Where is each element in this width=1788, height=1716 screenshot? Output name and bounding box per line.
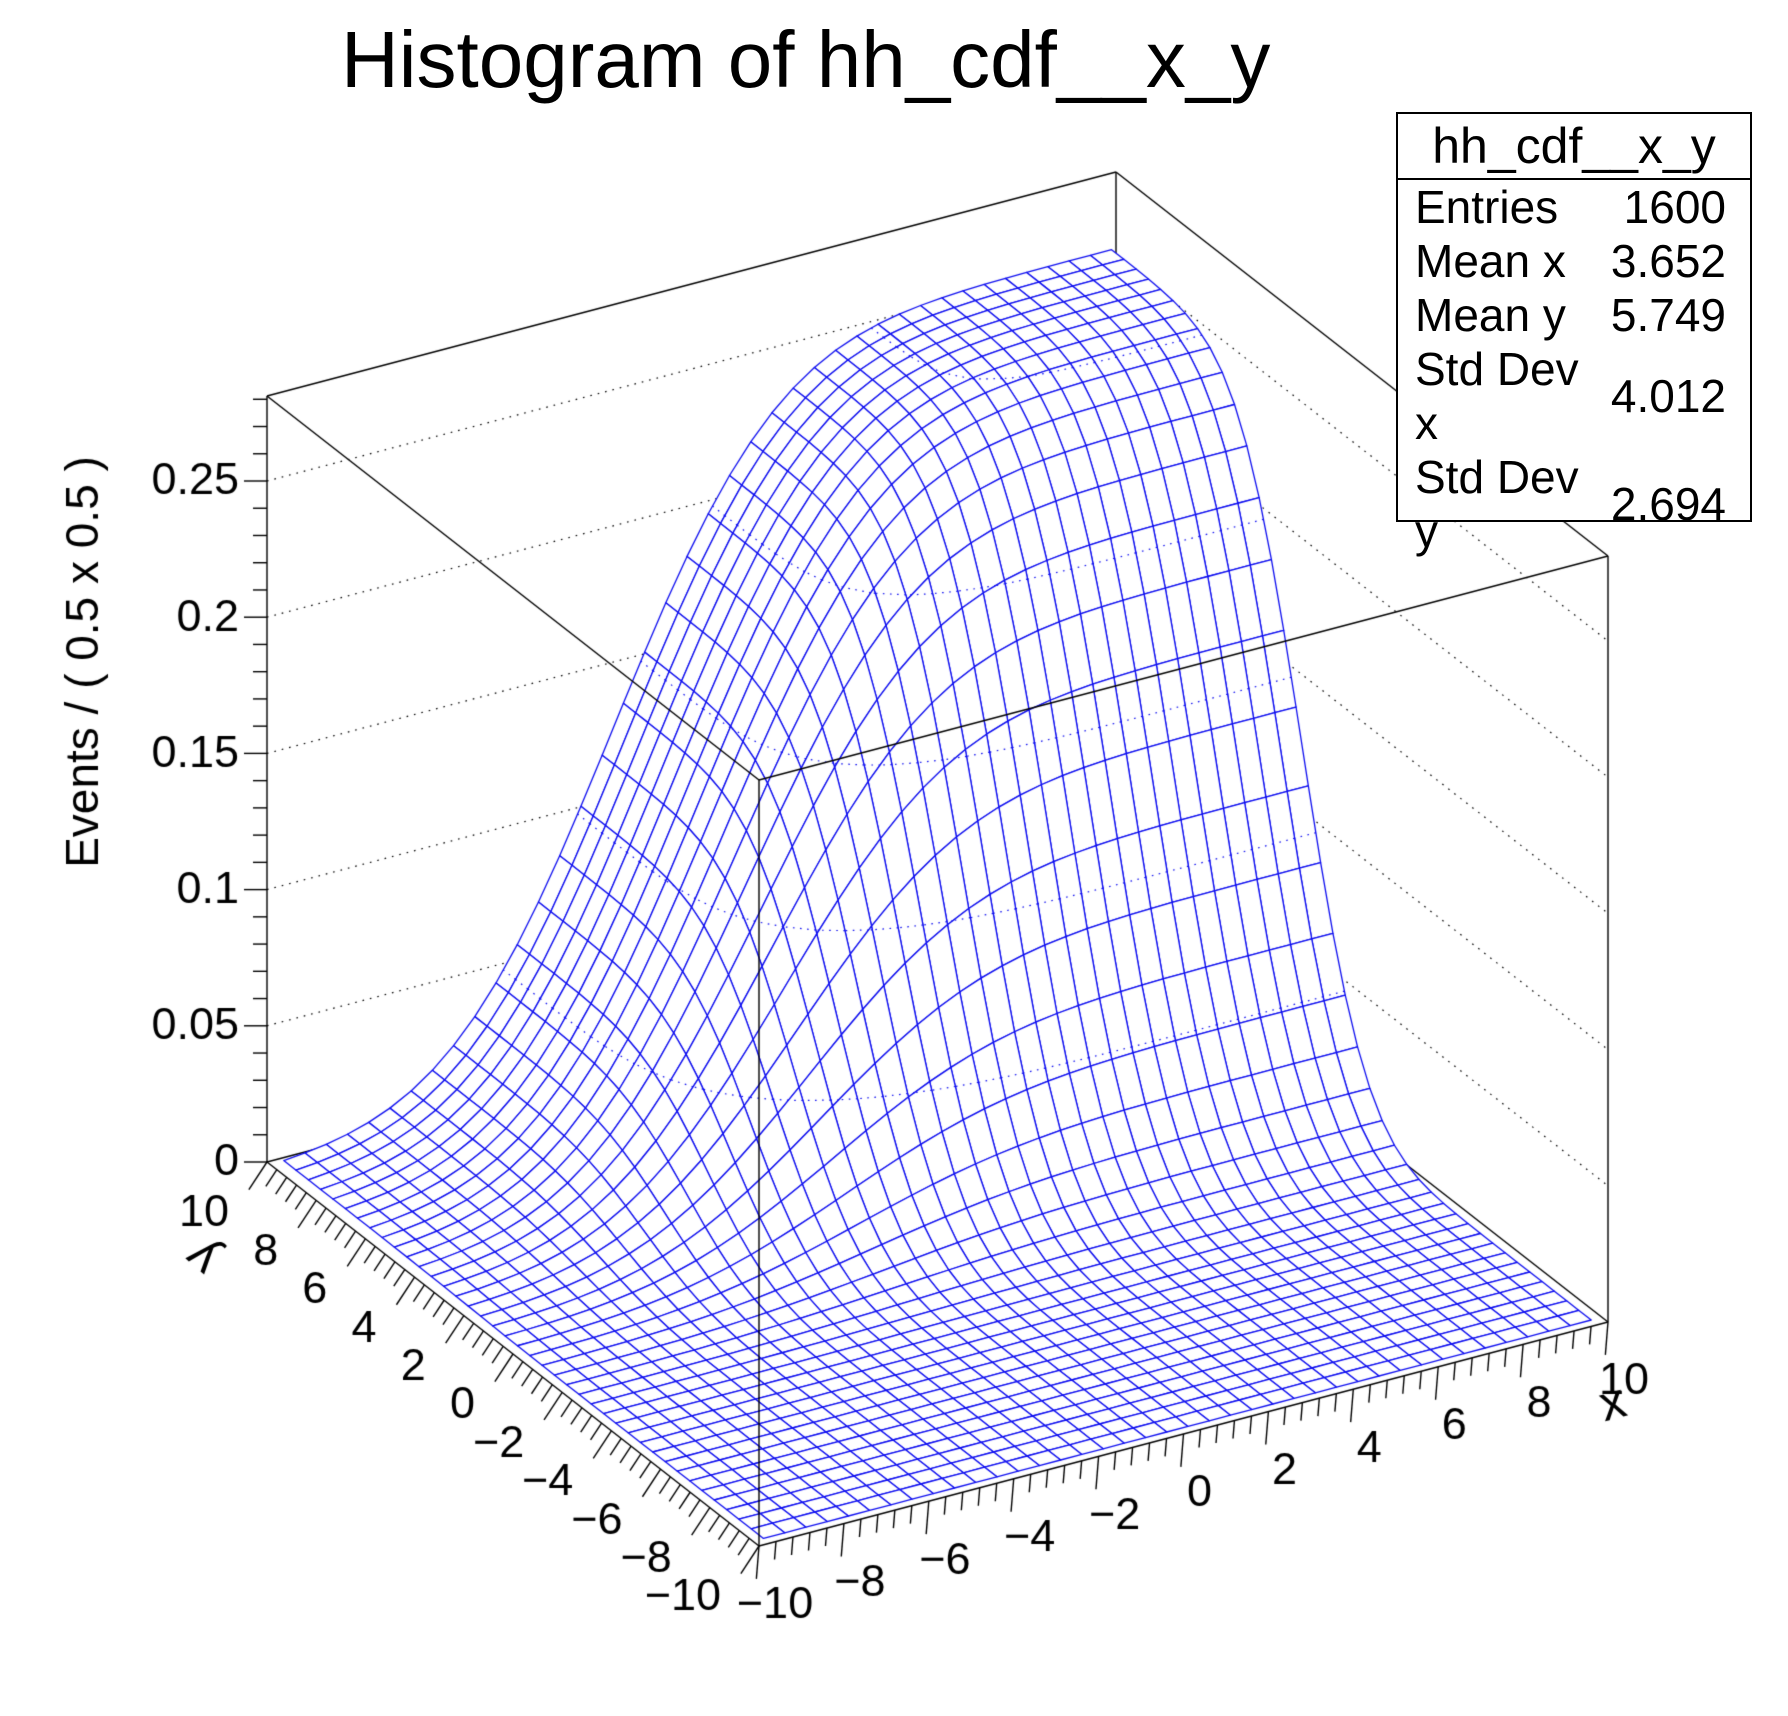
- stats-row-entries: Entries 1600: [1398, 180, 1750, 234]
- stats-row-mean-x: Mean x 3.652: [1398, 234, 1750, 288]
- stats-label: Mean y: [1415, 289, 1566, 341]
- stats-label: Std Dev x: [1415, 343, 1579, 449]
- stats-value: 5.749: [1610, 289, 1726, 341]
- stats-row-stddev-y: Std Dev y 2.694: [1398, 450, 1750, 558]
- stats-row-mean-y: Mean y 5.749: [1398, 288, 1750, 342]
- stats-value: 3.652: [1610, 235, 1726, 287]
- stats-row-stddev-x: Std Dev x 4.012: [1398, 342, 1750, 450]
- stats-label: Mean x: [1415, 235, 1566, 287]
- stats-rows: Entries 1600 Mean x 3.652 Mean y 5.749 S…: [1398, 180, 1750, 557]
- stats-value: 1600: [1623, 181, 1726, 233]
- plot-title: Histogram of hh_cdf__x_y: [341, 15, 1271, 104]
- stats-label: Std Dev y: [1415, 451, 1579, 557]
- stats-box: hh_cdf__x_y Entries 1600 Mean x 3.652 Me…: [1396, 112, 1752, 557]
- stats-value: 2.694: [1610, 478, 1726, 530]
- stats-box-title: hh_cdf__x_y: [1398, 114, 1750, 180]
- stats-value: 4.012: [1610, 370, 1726, 422]
- stats-label: Entries: [1415, 181, 1559, 233]
